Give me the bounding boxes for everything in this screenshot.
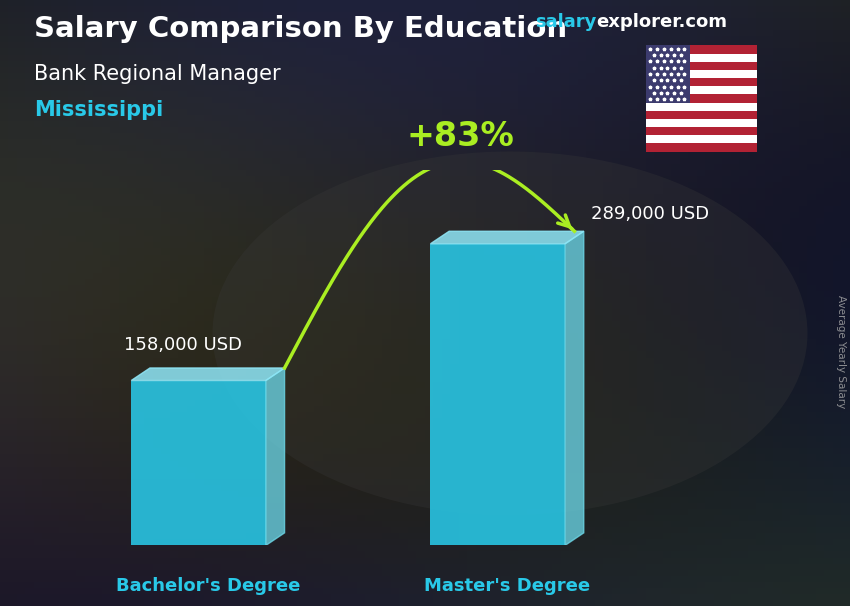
Text: +83%: +83% xyxy=(407,120,515,153)
Bar xyxy=(131,381,266,545)
Text: 158,000 USD: 158,000 USD xyxy=(124,336,241,355)
Text: Average Yearly Salary: Average Yearly Salary xyxy=(836,295,846,408)
Text: Master's Degree: Master's Degree xyxy=(424,577,590,594)
Polygon shape xyxy=(565,231,584,545)
Bar xyxy=(646,62,756,70)
Bar xyxy=(646,86,756,95)
Text: Salary Comparison By Education: Salary Comparison By Education xyxy=(34,15,567,43)
Bar xyxy=(646,95,756,102)
Text: Bank Regional Manager: Bank Regional Manager xyxy=(34,64,280,84)
Bar xyxy=(646,78,756,86)
Ellipse shape xyxy=(212,152,808,515)
Text: salary: salary xyxy=(536,13,597,32)
Bar xyxy=(646,144,756,152)
Bar xyxy=(646,135,756,144)
Bar xyxy=(646,102,756,111)
Polygon shape xyxy=(131,368,285,381)
Polygon shape xyxy=(430,231,584,244)
Text: explorer.com: explorer.com xyxy=(597,13,728,32)
Bar xyxy=(646,70,756,78)
Bar xyxy=(430,244,565,545)
Text: 289,000 USD: 289,000 USD xyxy=(592,205,710,223)
Bar xyxy=(646,111,756,119)
Polygon shape xyxy=(266,368,285,545)
Bar xyxy=(646,119,756,127)
Bar xyxy=(646,45,690,102)
Text: Mississippi: Mississippi xyxy=(34,100,163,120)
Bar xyxy=(646,45,756,53)
Bar xyxy=(646,53,756,62)
Text: Bachelor's Degree: Bachelor's Degree xyxy=(116,577,300,594)
Bar xyxy=(646,127,756,135)
